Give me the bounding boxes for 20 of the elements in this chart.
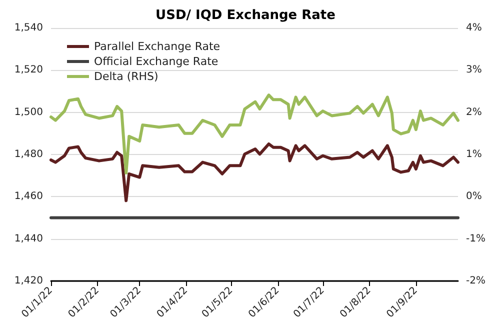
y-tick-label: 1,420 [14,276,43,286]
y2-tick-label: 1% [466,149,482,160]
chart-title: USD/ IQD Exchange Rate [156,8,336,23]
line-series [50,142,460,202]
y-tick-label: 1,540 [14,22,43,34]
y2-tick-label: -1% [466,233,486,244]
y2-tick-label: 3% [466,64,482,76]
y-tick-label: 1,500 [14,106,43,118]
y-tick-label: 1,440 [14,233,43,244]
y-tick-label: 1,480 [14,149,43,160]
line-series [50,94,460,175]
y-tick-label: 1,460 [14,191,43,202]
y2-tick-label: 0% [466,191,482,202]
y2-tick-label: -2% [466,276,486,286]
y2-tick-label: 2% [466,106,482,118]
legend-label: Delta (RHS) [94,70,158,83]
y2-tick-label: 4% [466,22,482,34]
legend-label: Official Exchange Rate [94,55,218,68]
legend-label: Parallel Exchange Rate [94,40,220,53]
y-tick-label: 1,520 [14,64,43,76]
